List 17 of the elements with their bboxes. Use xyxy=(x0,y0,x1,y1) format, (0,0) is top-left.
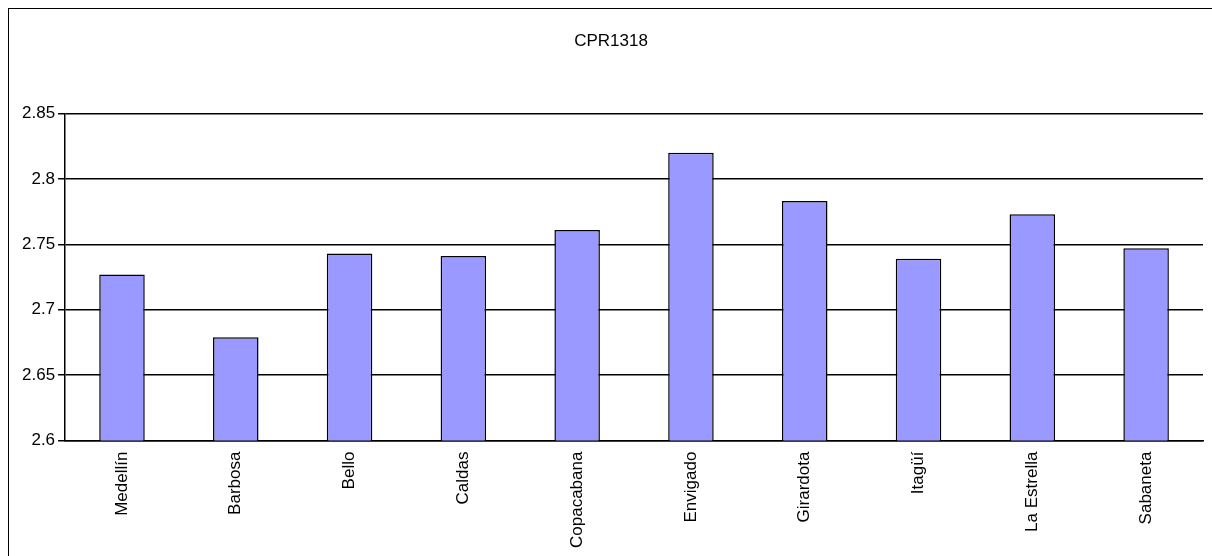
y-tick-label: 2.65 xyxy=(21,364,56,384)
x-tick-label: Itagüí xyxy=(908,451,928,495)
x-tick-label: Medellín xyxy=(111,451,131,516)
x-tick-label: Caldas xyxy=(453,451,473,505)
x-tick-label: Sabaneta xyxy=(1135,451,1155,525)
x-tick-label: Girardota xyxy=(794,451,814,523)
x-tick-label: Barbosa xyxy=(225,451,245,515)
y-tick-label: 2.75 xyxy=(21,233,56,253)
y-tick-label: 2.6 xyxy=(31,430,56,450)
chart-title: CPR1318 xyxy=(574,30,648,50)
x-tick-label: Bello xyxy=(339,451,359,490)
x-tick-label: La Estrella xyxy=(1022,451,1041,532)
y-tick-label: 2.7 xyxy=(31,299,56,319)
y-tick-label: 2.8 xyxy=(31,168,56,188)
y-tick-label: 2.85 xyxy=(21,103,56,123)
x-tick-label: Envigado xyxy=(680,451,700,523)
x-tick-label: Copacabana xyxy=(566,451,586,549)
